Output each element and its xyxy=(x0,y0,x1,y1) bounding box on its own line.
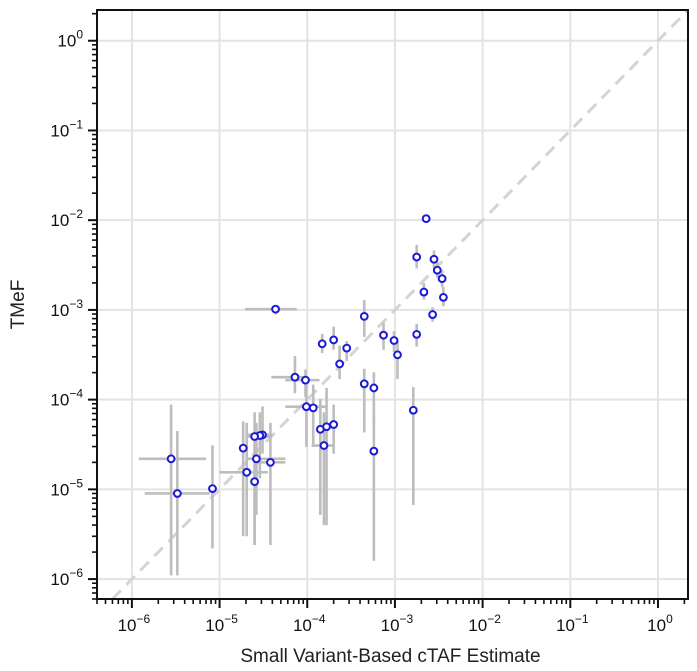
x-tick-label-base: 10 xyxy=(468,616,487,635)
data-point xyxy=(319,441,329,450)
y-tick-label: 10−5 xyxy=(50,476,83,499)
x-tick-label: 10−3 xyxy=(381,612,414,635)
data-point xyxy=(250,477,260,487)
data-point xyxy=(308,403,318,413)
data-point xyxy=(369,383,379,393)
y-tick-label-exponent: −4 xyxy=(69,387,83,401)
data-point xyxy=(412,252,422,262)
data-point xyxy=(208,484,217,493)
x-tick-label-exponent: −2 xyxy=(487,612,501,626)
data-point xyxy=(266,457,275,467)
y-tick-label-exponent: 0 xyxy=(76,28,83,42)
x-tick-label-base: 10 xyxy=(118,616,137,635)
data-point xyxy=(172,489,182,498)
grid-lines xyxy=(97,10,688,599)
y-tick-label-base: 10 xyxy=(50,121,69,140)
y-tick-label: 10−4 xyxy=(50,387,83,410)
x-tick-label-base: 10 xyxy=(205,616,224,635)
data-points xyxy=(166,214,448,498)
data-point xyxy=(242,467,252,477)
data-point xyxy=(393,350,402,360)
data-point xyxy=(315,424,325,434)
y-tick-label-exponent: −3 xyxy=(69,297,83,311)
y-axis-ticks xyxy=(88,12,97,600)
data-point xyxy=(421,214,431,224)
data-point xyxy=(250,432,260,441)
data-point xyxy=(317,339,327,349)
x-tick-label: 10−6 xyxy=(118,612,151,635)
data-point xyxy=(412,329,422,339)
x-tick-label-exponent: −3 xyxy=(400,612,414,626)
x-axis-title: Small Variant-Based cTAF Estimate xyxy=(240,646,540,667)
y-tick-label: 100 xyxy=(57,28,83,51)
x-tick-label-base: 10 xyxy=(647,616,666,635)
y-tick-label-base: 10 xyxy=(57,32,76,51)
data-point xyxy=(271,304,280,314)
data-point xyxy=(428,310,438,319)
x-tick-label-exponent: −4 xyxy=(312,612,326,626)
data-point xyxy=(329,335,339,345)
data-point xyxy=(438,292,448,302)
data-point xyxy=(238,443,248,453)
y-tick-label-exponent: −5 xyxy=(69,476,83,490)
y-tick-label: 10−6 xyxy=(50,566,83,589)
x-tick-label: 10−5 xyxy=(205,612,238,635)
data-point xyxy=(359,311,369,321)
identity-diagonal-line xyxy=(111,8,690,601)
x-tick-label-exponent: −5 xyxy=(224,612,238,626)
x-tick-label: 10−2 xyxy=(468,612,501,635)
x-tick-label-base: 10 xyxy=(293,616,312,635)
x-tick-label-base: 10 xyxy=(556,616,575,635)
data-point xyxy=(329,420,339,429)
x-tick-label-exponent: 0 xyxy=(666,612,673,626)
y-tick-label-base: 10 xyxy=(50,301,69,320)
data-point xyxy=(342,343,352,353)
y-tick-label: 10−3 xyxy=(50,297,83,320)
y-tick-label: 10−2 xyxy=(50,207,83,230)
y-tick-label-exponent: −1 xyxy=(69,117,83,131)
y-axis-title: TMeF xyxy=(8,280,29,330)
y-tick-label-exponent: −6 xyxy=(69,566,83,580)
data-point xyxy=(301,375,310,385)
x-axis-tick-labels: 10−6 10−5 10−4 10−3 10−2 10−1 100 xyxy=(118,612,674,635)
data-point xyxy=(335,359,345,369)
plot-frame xyxy=(96,9,689,600)
y-tick-label-base: 10 xyxy=(50,480,69,499)
data-point xyxy=(429,254,439,264)
data-point xyxy=(301,402,311,412)
y-tick-label-base: 10 xyxy=(50,391,69,410)
x-axis-ticks xyxy=(96,599,686,608)
data-point xyxy=(437,274,447,284)
x-tick-label: 10−4 xyxy=(293,612,326,635)
y-tick-label-base: 10 xyxy=(50,211,69,230)
data-point xyxy=(408,405,418,415)
data-point xyxy=(369,446,379,456)
data-point xyxy=(251,454,261,464)
y-tick-label-base: 10 xyxy=(50,570,69,589)
x-tick-label-exponent: −1 xyxy=(575,612,589,626)
x-tick-label-base: 10 xyxy=(381,616,400,635)
x-tick-label: 100 xyxy=(647,612,673,635)
y-tick-label-exponent: −2 xyxy=(69,207,83,221)
data-point xyxy=(419,287,429,297)
data-point xyxy=(290,372,300,382)
y-tick-label: 10−1 xyxy=(50,117,83,140)
data-point xyxy=(432,265,442,275)
x-tick-label: 10−1 xyxy=(556,612,589,635)
data-point xyxy=(166,454,176,464)
data-point xyxy=(389,336,399,345)
data-point xyxy=(359,379,369,389)
data-point xyxy=(379,330,388,340)
x-tick-label-exponent: −6 xyxy=(137,612,151,626)
